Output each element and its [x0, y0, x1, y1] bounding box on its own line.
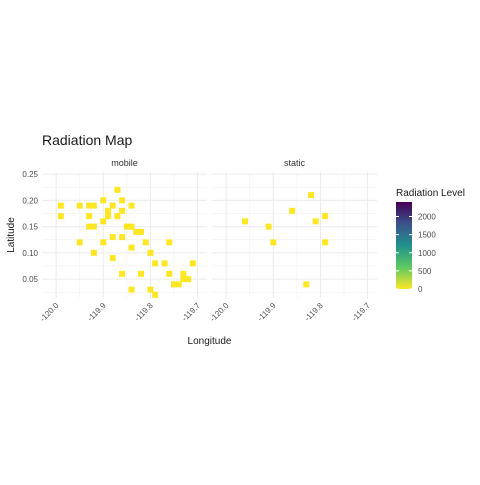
data-tile-mobile	[128, 244, 135, 251]
data-tile-mobile	[86, 213, 93, 220]
x-tick-label: -120.0	[208, 301, 231, 324]
data-tile-mobile	[133, 228, 140, 235]
data-tile-mobile	[90, 249, 97, 256]
data-tile-mobile	[138, 228, 144, 235]
legend-tick-label: 1500	[418, 231, 436, 240]
data-tile-static	[312, 218, 319, 225]
y-axis-label: Latitude	[6, 217, 17, 253]
data-tile-mobile	[119, 270, 126, 277]
x-tick-label: -119.7	[350, 301, 372, 323]
y-tick-label: 0.10	[22, 249, 38, 258]
data-tile-mobile	[147, 286, 154, 293]
data-tile-mobile	[57, 202, 64, 209]
data-tile-mobile	[128, 202, 135, 209]
data-tile-static	[289, 207, 296, 214]
data-tile-mobile	[171, 281, 177, 288]
data-tile-mobile	[142, 239, 149, 246]
data-tile-mobile	[119, 207, 126, 214]
data-tile-mobile	[161, 260, 168, 267]
data-tile-mobile	[109, 255, 116, 262]
data-tile-mobile	[166, 239, 173, 246]
legend-title: Radiation Level	[396, 188, 465, 199]
data-tile-mobile	[152, 260, 159, 267]
data-tile-mobile	[90, 223, 97, 230]
data-tile-mobile	[119, 234, 126, 241]
data-tile-mobile	[109, 234, 116, 241]
data-tile-mobile	[152, 291, 159, 298]
data-tile-mobile	[105, 213, 111, 220]
legend-tick-label: 500	[418, 267, 432, 276]
data-tile-mobile	[180, 270, 187, 277]
data-tile-mobile	[76, 239, 83, 246]
data-tile-mobile	[138, 270, 144, 277]
data-tile-mobile	[105, 207, 111, 214]
x-tick-label: -119.8	[133, 301, 155, 323]
data-tile-mobile	[86, 202, 93, 209]
facet-label-static: static	[284, 158, 306, 168]
data-tile-static	[322, 213, 329, 220]
data-tile-static	[303, 281, 310, 288]
y-tick-label: 0.25	[22, 170, 38, 179]
x-tick-label: -119.9	[256, 301, 278, 323]
data-tile-mobile	[90, 202, 97, 209]
x-tick-label: -119.7	[180, 301, 202, 323]
y-tick-label: 0.05	[22, 275, 38, 284]
data-tile-mobile	[123, 223, 130, 230]
x-tick-label: -120.0	[38, 301, 61, 324]
chart-title: Radiation Map	[42, 132, 132, 148]
data-tile-static	[308, 192, 314, 199]
data-tile-mobile	[114, 186, 121, 193]
data-tile-static	[265, 223, 272, 230]
data-tile-mobile	[100, 218, 107, 225]
data-tile-mobile	[128, 223, 135, 230]
data-tile-mobile	[100, 239, 107, 246]
x-tick-label: -119.9	[86, 301, 108, 323]
legend-tick-label: 2000	[418, 213, 436, 222]
y-tick-label: 0.15	[22, 223, 38, 232]
data-tile-mobile	[147, 249, 154, 256]
data-tile-mobile	[175, 281, 182, 288]
data-tile-static	[322, 239, 329, 246]
x-axis-label: Longitude	[188, 336, 232, 347]
data-tile-mobile	[76, 202, 83, 209]
data-tile-static	[242, 218, 248, 225]
data-tile-mobile	[86, 223, 93, 230]
x-tick-label: -119.8	[303, 301, 325, 323]
legend-tick-label: 1000	[418, 249, 436, 258]
data-tile-mobile	[119, 197, 126, 204]
data-tile-mobile	[100, 197, 107, 204]
data-tile-mobile	[114, 213, 121, 220]
legend-colorbar	[396, 202, 412, 289]
data-tile-mobile	[180, 276, 187, 283]
y-tick-label: 0.20	[22, 196, 38, 205]
data-tile-mobile	[57, 213, 64, 220]
data-tile-mobile	[109, 202, 116, 209]
legend-tick-label: 0	[418, 285, 423, 294]
data-tile-mobile	[166, 270, 173, 277]
data-tile-mobile	[185, 276, 192, 283]
facet-label-mobile: mobile	[111, 158, 138, 168]
data-tile-mobile	[128, 286, 135, 293]
data-tile-mobile	[189, 260, 196, 267]
data-tile-static	[270, 239, 277, 246]
